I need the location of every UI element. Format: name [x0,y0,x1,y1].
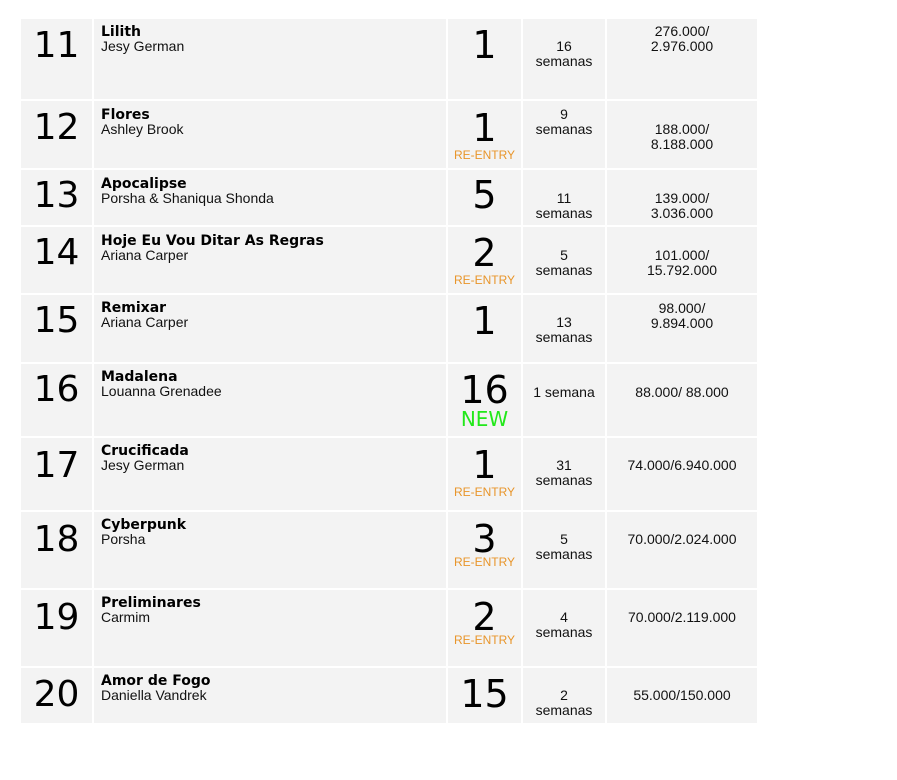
peak-position: 5 [472,173,497,217]
song-artist: Ashley Brook [101,121,184,137]
rank-number: 12 [33,107,80,148]
rank-number: 18 [33,519,80,560]
table-row: 17 Crucificada Jesy German 1 RE-ENTRY 31… [21,438,757,512]
song-title: Preliminares [101,595,201,611]
weeks-count: 4 semanas [535,609,593,640]
weeks-count: 11 semanas [535,190,593,221]
streams-value: 70.000/2.024.000 [627,531,737,547]
song-artist: Daniella Vandrek [101,687,207,703]
weeks-count: 31 semanas [535,457,593,488]
rank-number: 11 [33,25,80,66]
song-artist: Carmim [101,609,150,625]
reentry-tag: RE-ENTRY [453,555,516,569]
song-artist: Ariana Carper [101,314,189,330]
rank-number: 17 [33,445,80,486]
song-artist: Louanna Grenadee [101,383,222,399]
song-artist: Jesy German [101,38,185,54]
song-title: Amor de Fogo [101,673,211,689]
rank-number: 19 [33,597,80,638]
song-artist: Porsha [101,531,146,547]
table-row: 11 Lilith Jesy German 1 16 semanas 276.00… [21,19,757,101]
table-row: 18 Cyberpunk Porsha 3 RE-ENTRY 5 semanas … [21,512,757,590]
weeks-count: 5 semanas [535,531,593,562]
reentry-tag: RE-ENTRY [453,485,516,499]
song-title: Madalena [101,369,178,385]
peak-position: 15 [460,672,509,716]
reentry-tag: RE-ENTRY [453,633,516,647]
rank-number: 14 [33,232,80,273]
weeks-count: 1 semana [533,384,595,400]
weeks-count: 13 semanas [535,314,593,345]
streams-value: 188.000/8.188.000 [650,121,714,152]
song-title: Hoje Eu Vou Ditar As Regras [101,233,324,249]
table-row: 14 Hoje Eu Vou Ditar As Regras Ariana Ca… [21,227,757,295]
weeks-count: 5 semanas [535,247,593,278]
song-title: Remixar [101,300,167,316]
song-artist: Jesy German [101,457,185,473]
table-row: 15 Remixar Ariana Carper 1 13 semanas 98.… [21,295,757,364]
song-title: Lilith [101,24,141,40]
weeks-count: 2 semanas [535,687,593,718]
streams-value: 88.000/ 88.000 [635,384,729,400]
streams-value: 70.000/2.119.000 [628,609,736,625]
peak-position: 1 [472,106,497,150]
new-tag: NEW [460,407,509,431]
streams-value: 98.000/9.894.000 [650,300,714,331]
song-title: Flores [101,107,150,123]
reentry-tag: RE-ENTRY [453,273,516,287]
song-title: Crucificada [101,443,189,459]
streams-value: 101.000/15.792.000 [646,247,718,278]
peak-position: 1 [472,299,497,343]
peak-position: 1 [472,23,497,67]
weeks-count: 9 semanas [535,106,593,137]
rank-number: 13 [33,175,80,216]
rank-number: 16 [33,369,80,410]
chart-table: 11 Lilith Jesy German 1 16 semanas 276.00… [21,19,757,725]
streams-value: 55.000/150.000 [633,687,731,703]
peak-position: 1 [472,443,497,487]
peak-position: 3 [472,517,497,561]
peak-position: 16 [460,368,509,412]
peak-position: 2 [472,595,497,639]
song-title: Cyberpunk [101,517,187,533]
table-row: 13 Apocalipse Porsha & Shaniqua Shonda 5… [21,170,757,227]
song-title: Apocalipse [101,176,187,192]
streams-value: 74.000/6.940.000 [627,457,737,473]
song-artist: Ariana Carper [101,247,189,263]
streams-value: 276.000/2.976.000 [650,23,714,54]
table-row: 12 Flores Ashley Brook 1 RE-ENTRY 9 seman… [21,101,757,170]
table-row: 20 Amor de Fogo Daniella Vandrek 15 2 sem… [21,668,757,725]
table-row: 16 Madalena Louanna Grenadee 16 NEW 1 se… [21,364,757,438]
peak-position: 2 [472,231,497,275]
song-artist: Porsha & Shaniqua Shonda [101,190,274,206]
weeks-count: 16 semanas [535,38,593,69]
rank-number: 20 [33,674,80,715]
reentry-tag: RE-ENTRY [453,148,516,162]
streams-value: 139.000/3.036.000 [650,190,714,221]
rank-number: 15 [33,300,80,341]
table-row: 19 Preliminares Carmim 2 RE-ENTRY 4 seman… [21,590,757,668]
